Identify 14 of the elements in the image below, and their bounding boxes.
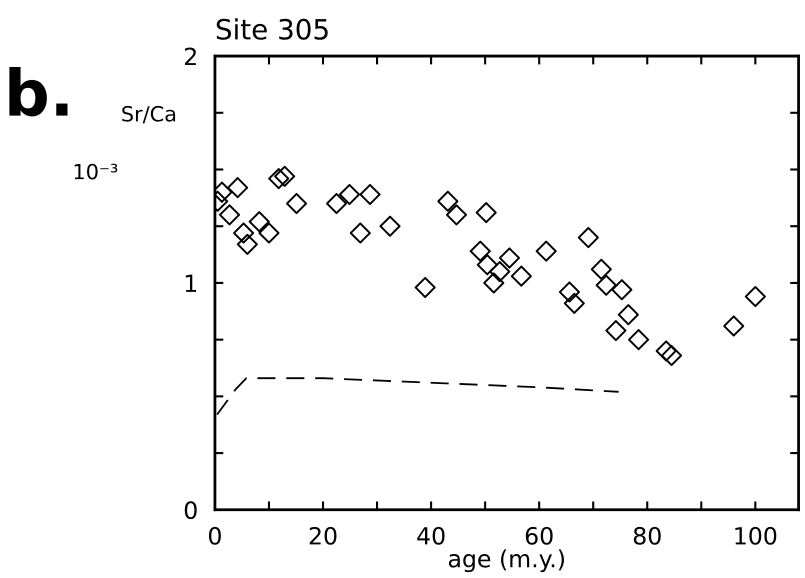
x-tick-label: 0 bbox=[208, 526, 221, 545]
chart-title: Site 305 bbox=[216, 18, 328, 40]
y-axis-title: Sr/Ca bbox=[122, 106, 176, 124]
x-axis-title: age (m.y.) bbox=[448, 549, 564, 572]
x-tick-label: 60 bbox=[526, 526, 553, 545]
y-tick-label: 2 bbox=[184, 48, 196, 66]
text: 10⁻³ bbox=[74, 164, 118, 180]
x-tick-label: 80 bbox=[634, 526, 661, 545]
x-tick-label: 20 bbox=[310, 526, 336, 545]
y-tick-label: 1 bbox=[186, 274, 196, 292]
x-tick-label: 100 bbox=[735, 526, 776, 545]
y-tick-label: 0 bbox=[184, 501, 197, 520]
text: b. bbox=[9, 67, 68, 117]
x-tick-label: 40 bbox=[417, 526, 445, 545]
